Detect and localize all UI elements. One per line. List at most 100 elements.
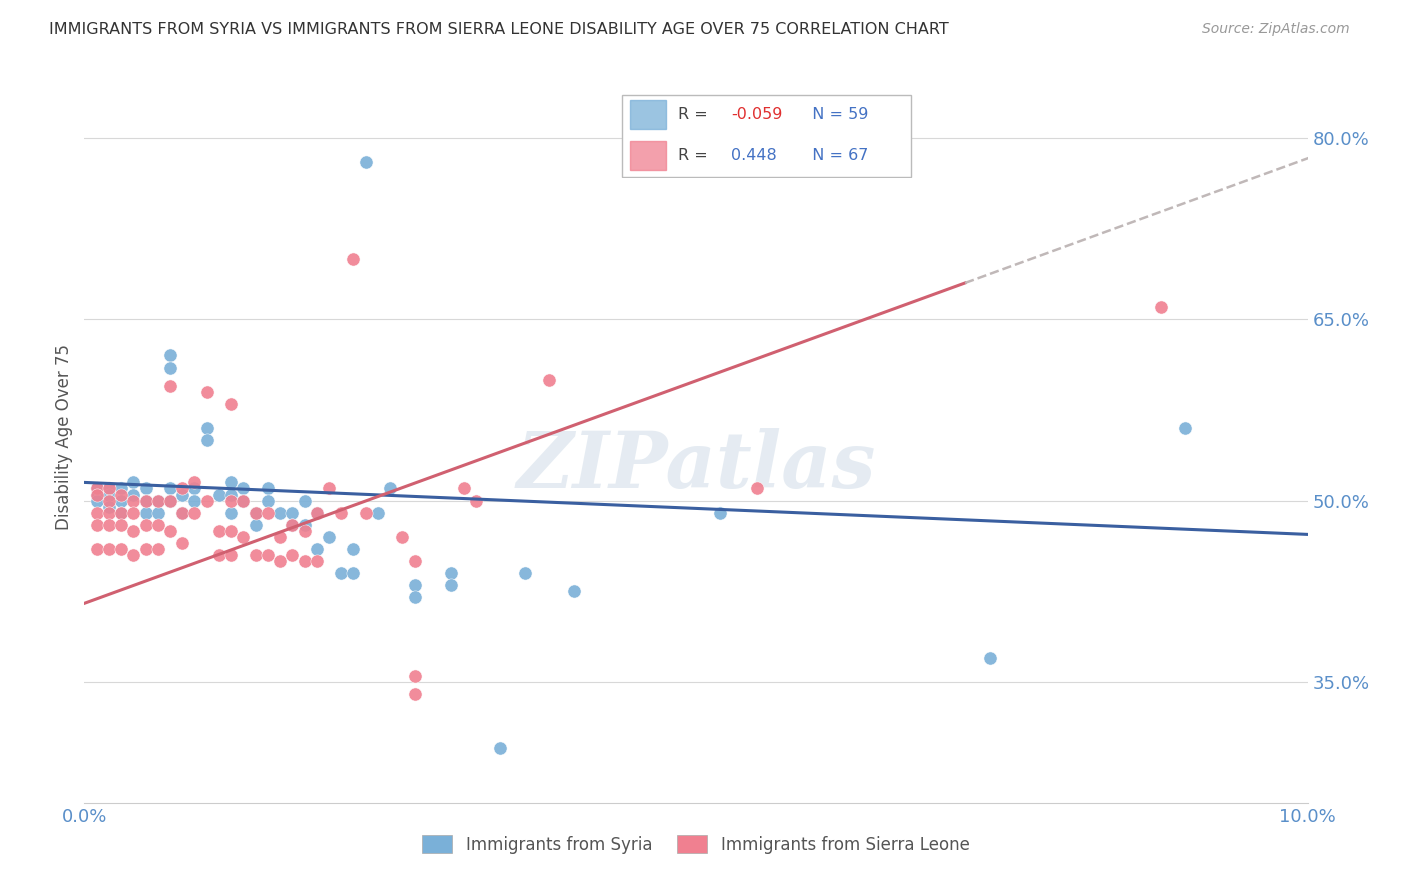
Point [122,524,145,538]
Y-axis label: Disability Age Over 75: Disability Age Over 75 [55,344,73,530]
Point [110,541,132,556]
Point [159,349,181,363]
Point [110,517,132,532]
Point [135,517,157,532]
Point [269,530,291,544]
Point [86,517,108,532]
Point [305,554,328,568]
Point [709,506,731,520]
Point [318,482,340,496]
Point [294,517,316,532]
Point [159,378,181,392]
Point [159,493,181,508]
Point [159,493,181,508]
Point [281,517,304,532]
Point [86,506,108,520]
Point [97,506,120,520]
Point [453,482,475,496]
Text: N = 59: N = 59 [801,107,868,122]
Point [195,493,218,508]
Point [146,506,169,520]
Point [232,530,254,544]
Point [135,541,157,556]
Point [219,397,242,411]
Point [183,506,205,520]
Point [318,530,340,544]
Point [489,741,512,756]
Point [86,482,108,496]
Point [208,548,231,562]
Point [404,669,426,683]
Point [330,566,353,580]
Point [257,506,280,520]
Point [367,506,389,520]
Point [219,524,242,538]
Text: -0.059: -0.059 [731,107,782,122]
Legend: Immigrants from Syria, Immigrants from Sierra Leone: Immigrants from Syria, Immigrants from S… [416,829,976,860]
Point [86,493,108,508]
Point [281,548,304,562]
Point [110,493,132,508]
Point [135,493,157,508]
Point [257,548,280,562]
Text: ZIPatlas: ZIPatlas [516,428,876,505]
Bar [630,101,666,129]
Point [294,493,316,508]
FancyBboxPatch shape [621,95,911,177]
Point [183,475,205,490]
Point [257,482,280,496]
Point [404,578,426,592]
Point [172,482,194,496]
Point [269,554,291,568]
Point [219,493,242,508]
Point [380,482,402,496]
Point [404,591,426,605]
Point [440,566,463,580]
Point [747,482,769,496]
Point [97,482,120,496]
Point [195,384,218,399]
Point [219,506,242,520]
Point [86,487,108,501]
Point [979,650,1001,665]
Point [342,566,364,580]
Point [110,487,132,501]
Point [86,487,108,501]
Point [440,578,463,592]
Point [97,541,120,556]
Point [305,506,328,520]
Point [219,475,242,490]
Point [342,252,364,266]
Point [110,506,132,520]
Point [146,493,169,508]
Point [464,493,486,508]
Point [122,487,145,501]
Point [122,548,145,562]
Point [245,517,267,532]
Point [281,506,304,520]
Point [232,493,254,508]
Text: N = 67: N = 67 [801,148,868,163]
Point [562,584,585,599]
Point [172,506,194,520]
Point [86,482,108,496]
Point [281,517,304,532]
Point [330,506,353,520]
Point [159,524,181,538]
Point [122,506,145,520]
Point [97,517,120,532]
Point [219,487,242,501]
Point [195,421,218,435]
Point [135,482,157,496]
Point [146,517,169,532]
Point [97,493,120,508]
Text: R =: R = [678,148,717,163]
Point [232,482,254,496]
Point [354,506,377,520]
Text: Source: ZipAtlas.com: Source: ZipAtlas.com [1202,22,1350,37]
Point [135,493,157,508]
Point [219,548,242,562]
Point [208,524,231,538]
Point [159,360,181,375]
Point [122,475,145,490]
